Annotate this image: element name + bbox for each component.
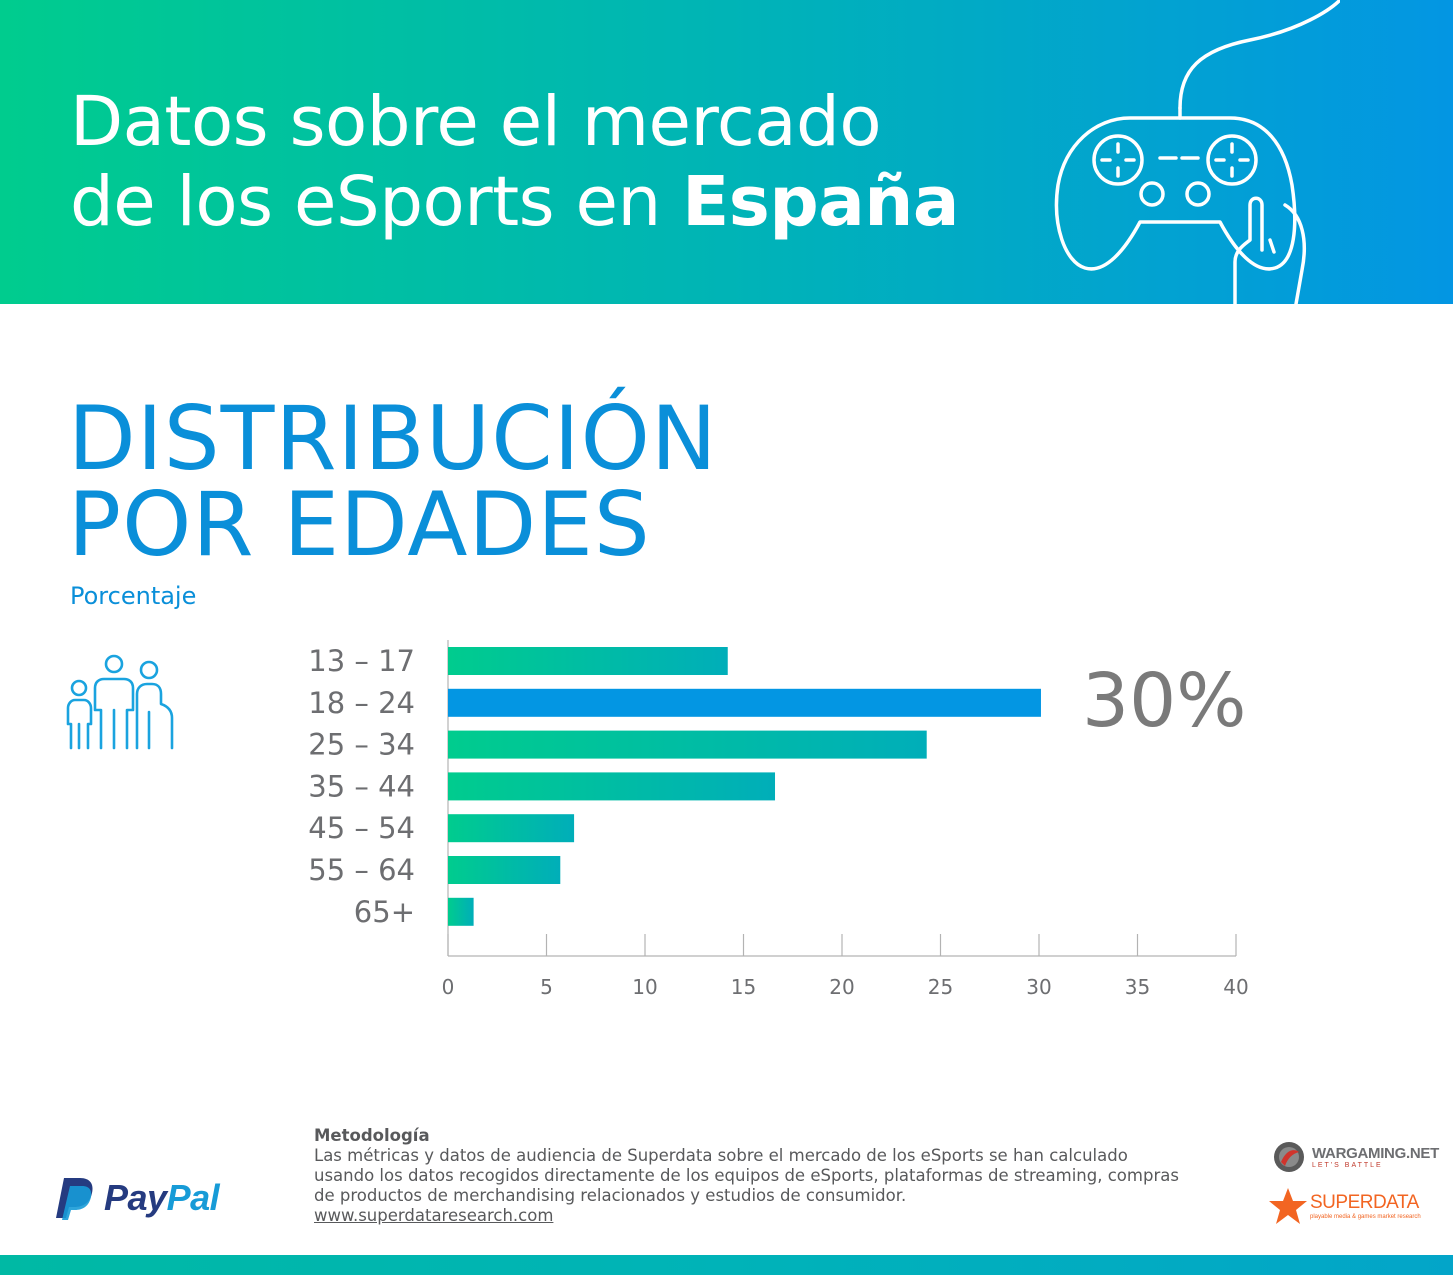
category-label-35-44: 35 – 44 [308, 769, 415, 803]
category-label-45-54: 45 – 54 [308, 811, 415, 845]
bar-35-44 [448, 772, 776, 801]
superdata-logo: SUPERDATA playable media & games market … [1268, 1186, 1421, 1226]
superdata-text: SUPERDATA playable media & games market … [1310, 1192, 1421, 1220]
section-title-line2: POR EDADES [68, 473, 651, 576]
wargaming-text: WARGAMING.NET LET'S BATTLE [1312, 1145, 1439, 1169]
superdata-tagline: playable media & games market research [1310, 1214, 1421, 1220]
highlight-value: 30% [1082, 658, 1247, 744]
category-label-13-17: 13 – 17 [308, 644, 415, 678]
paypal-wordmark-b: Pal [166, 1177, 220, 1218]
x-tick-label-5: 5 [540, 975, 553, 999]
bottom-bar [0, 1255, 1453, 1275]
star-icon [1269, 1188, 1307, 1224]
bar-55-64 [448, 856, 561, 884]
bar-25-34 [448, 730, 927, 759]
paypal-logo: PayPal [54, 1176, 220, 1220]
page-title: Datos sobre el mercado de los eSports en… [70, 82, 959, 242]
paypal-mark-icon [56, 1178, 93, 1220]
x-tick-label-15: 15 [731, 975, 756, 999]
bar-65 [448, 897, 474, 926]
wargaming-mark-icon [1274, 1142, 1304, 1172]
bar-18-24 [448, 688, 1041, 717]
bar-13-17 [448, 647, 728, 675]
methodology-title: Metodología [314, 1126, 430, 1145]
superdata-name: SUPERDATA [1310, 1192, 1419, 1213]
page-title-line2-text: de los eSports en [70, 162, 683, 242]
paypal-wordmark-a: Pay [104, 1177, 167, 1218]
page-title-line2: de los eSports en España [70, 162, 959, 242]
chart-subtitle: Porcentaje [70, 582, 197, 610]
category-label-25-34: 25 – 34 [308, 728, 415, 762]
age-distribution-chart: 0 5 10 15 20 25 30 35 40 13 – 17 18 – 24 25 – 34 35 … [308, 640, 1249, 999]
section-title: DISTRIBUCIÓN POR EDADES [68, 387, 718, 576]
wargaming-tagline: LET'S BATTLE [1312, 1162, 1383, 1169]
page-title-country: España [682, 162, 959, 242]
x-tick-label-35: 35 [1125, 975, 1150, 999]
x-tick-label-10: 10 [632, 975, 657, 999]
x-tick-label-25: 25 [928, 975, 953, 999]
section-title-line1: DISTRIBUCIÓN [68, 387, 718, 490]
wargaming-logo: WARGAMING.NET LET'S BATTLE [1272, 1140, 1439, 1174]
wargaming-name: WARGAMING.NET [1312, 1145, 1439, 1162]
x-tick-label-20: 20 [829, 975, 854, 999]
x-tick-label-0: 0 [442, 975, 455, 999]
category-label-18-24: 18 – 24 [308, 686, 415, 720]
superdata-link[interactable]: www.superdataresearch.com [314, 1206, 554, 1225]
header-banner: Datos sobre el mercado de los eSports en… [0, 0, 1453, 304]
x-tick-label-40: 40 [1223, 975, 1248, 999]
gamepad-icon [1054, 0, 1340, 304]
methodology: Metodología Las métricas y datos de audi… [314, 1126, 1184, 1226]
family-icon [66, 654, 174, 750]
category-label-55-64: 55 – 64 [308, 853, 415, 887]
page-title-line1: Datos sobre el mercado [70, 82, 882, 162]
methodology-text: Las métricas y datos de audiencia de Sup… [314, 1146, 1179, 1205]
paypal-wordmark: PayPal [104, 1177, 220, 1219]
category-label-65: 65+ [354, 895, 415, 929]
x-tick-label-30: 30 [1026, 975, 1051, 999]
bar-45-54 [448, 814, 575, 843]
